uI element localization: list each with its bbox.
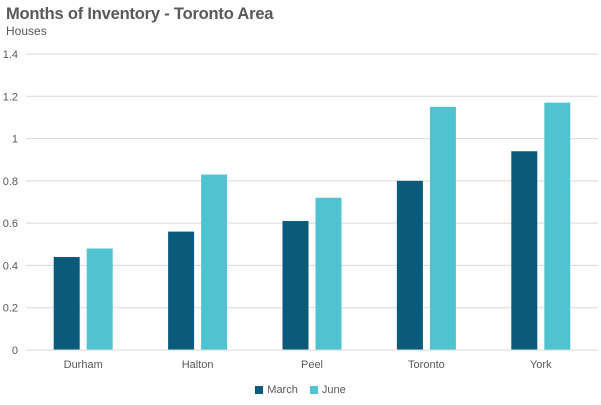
y-tick-label: 0.6 <box>3 218 18 230</box>
bar-june-halton <box>201 174 228 350</box>
bar-june-peel <box>315 197 342 350</box>
legend-item-june: June <box>309 384 346 396</box>
legend-label-june: June <box>321 384 346 396</box>
bar-march-toronto <box>396 180 423 350</box>
legend-swatch-june <box>309 386 318 394</box>
legend-item-march: March <box>255 384 298 396</box>
y-tick-label: 0.8 <box>3 176 18 188</box>
x-tick-label: Peel <box>301 359 323 371</box>
y-tick-label: 1 <box>12 134 18 146</box>
bar-june-york <box>544 102 571 350</box>
y-tick-label: 1.4 <box>3 49 18 61</box>
bars <box>53 102 571 350</box>
bar-june-durham <box>86 248 113 350</box>
y-tick-label: 0.4 <box>3 260 18 272</box>
bar-march-durham <box>53 256 80 350</box>
chart-title: Months of Inventory - Toronto Area <box>6 5 274 23</box>
x-tick-label: York <box>530 359 552 371</box>
gridlines <box>26 53 598 309</box>
bar-march-peel <box>282 221 309 350</box>
bar-june-toronto <box>429 106 456 350</box>
y-tick-label: 0 <box>12 345 18 357</box>
bar-march-york <box>511 151 538 350</box>
x-tick-label: Durham <box>64 359 103 371</box>
legend-label-march: March <box>267 384 298 396</box>
legend: March June <box>0 384 601 396</box>
chart-subtitle: Houses <box>6 24 47 38</box>
x-tick-label: Halton <box>182 359 214 371</box>
y-axis-ticks: 0 0.2 0.4 0.6 0.8 1 1.2 1.4 <box>3 49 18 357</box>
y-tick-label: 0.2 <box>3 303 18 315</box>
y-tick-label: 1.2 <box>3 91 18 103</box>
legend-swatch-march <box>255 386 264 394</box>
x-axis-ticks: Durham Halton Peel Toronto York <box>64 359 552 371</box>
bar-march-halton <box>168 231 195 350</box>
x-tick-label: Toronto <box>408 359 445 371</box>
